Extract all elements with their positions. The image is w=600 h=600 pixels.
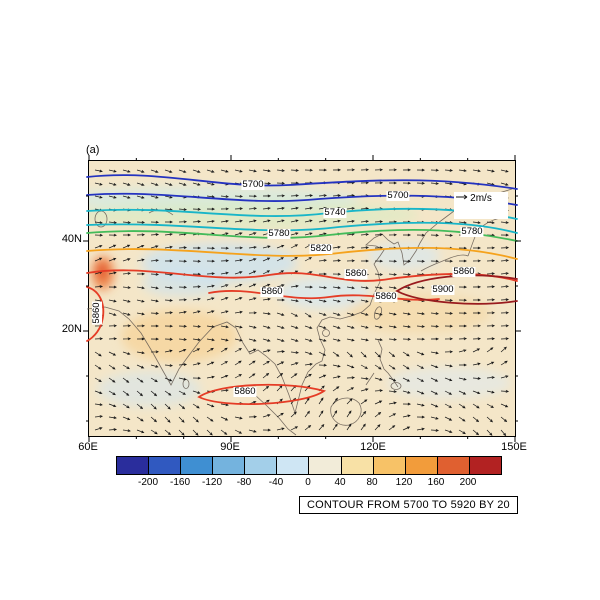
map-canvas	[83, 155, 521, 442]
reference-vector-box: 2m/s	[454, 192, 508, 219]
y-tick-label-40n: 40N	[61, 233, 82, 245]
contour-value-label: 5860	[374, 291, 398, 303]
colorbar-tick-labels: -200 -160 -120 -80 -40 0 40 80 120 160 200	[116, 477, 500, 490]
panel-label: (a)	[86, 144, 100, 156]
contour-value-label: 5820	[309, 243, 333, 255]
colorbar-tick-label: -80	[236, 477, 252, 488]
contour-value-label: 5900	[431, 284, 455, 296]
colorbar-tick-label: -40	[268, 477, 284, 488]
shading-field	[89, 186, 511, 407]
colorbar-cell-10	[437, 457, 470, 474]
colorbar-tick-label: 40	[334, 477, 346, 488]
x-tick-label-120e: 120E	[360, 441, 386, 453]
x-tick-label-90e: 90E	[220, 441, 240, 453]
contour-value-label: 5860	[233, 386, 257, 398]
reference-vector-arrow-icon	[456, 194, 468, 200]
contour-value-label: 5700	[241, 179, 265, 191]
colorbar-tick-label: 160	[427, 477, 445, 488]
contour-value-label: 5860	[452, 266, 476, 278]
contour-value-label: 5860	[91, 301, 103, 325]
contour-value-label: 5740	[323, 207, 347, 219]
colorbar-tick-label: 0	[305, 477, 311, 488]
colorbar-cell-3	[213, 457, 246, 474]
colorbar-cell-8	[373, 457, 406, 474]
contour-value-label: 5700	[386, 190, 410, 202]
contour-value-label: 5860	[344, 268, 368, 280]
colorbar-cell-6	[309, 457, 342, 474]
y-tick-label-20n: 20N	[61, 323, 82, 335]
contour-value-label: 5780	[267, 228, 291, 240]
x-tick-label-150e: 150E	[501, 441, 527, 453]
colorbar-tick-label: -160	[169, 477, 191, 488]
colorbar-cell-9	[405, 457, 438, 474]
colorbar-tick-label: -120	[201, 477, 223, 488]
wind-vector-arrows	[94, 168, 510, 437]
wind-vectors	[94, 168, 510, 437]
contour-value-label: 5780	[460, 226, 484, 238]
x-tick-label-60e: 60E	[78, 441, 98, 453]
coastlines	[86, 188, 513, 436]
colorbar-cell-0	[117, 457, 150, 474]
contour-note-box: CONTOUR FROM 5700 TO 5920 BY 20	[299, 496, 518, 514]
colorbar	[116, 456, 502, 475]
colorbar-tick-label: 200	[459, 477, 477, 488]
colorbar-cell-2	[181, 457, 214, 474]
colorbar-tick-label: 120	[395, 477, 413, 488]
colorbar-tick-label: -200	[137, 477, 159, 488]
contour-value-label: 5860	[260, 286, 284, 298]
reference-vector-label: 2m/s	[470, 193, 492, 204]
colorbar-tick-label: 80	[366, 477, 378, 488]
colorbar-cell-7	[341, 457, 374, 474]
axis-ticks	[83, 155, 521, 442]
colorbar-cell-11	[469, 457, 501, 474]
colorbar-cell-4	[245, 457, 278, 474]
map-panel: 5700570057405740578057805820586058605900…	[83, 155, 521, 442]
colorbar-cell-5	[277, 457, 310, 474]
colorbar-cell-1	[149, 457, 182, 474]
